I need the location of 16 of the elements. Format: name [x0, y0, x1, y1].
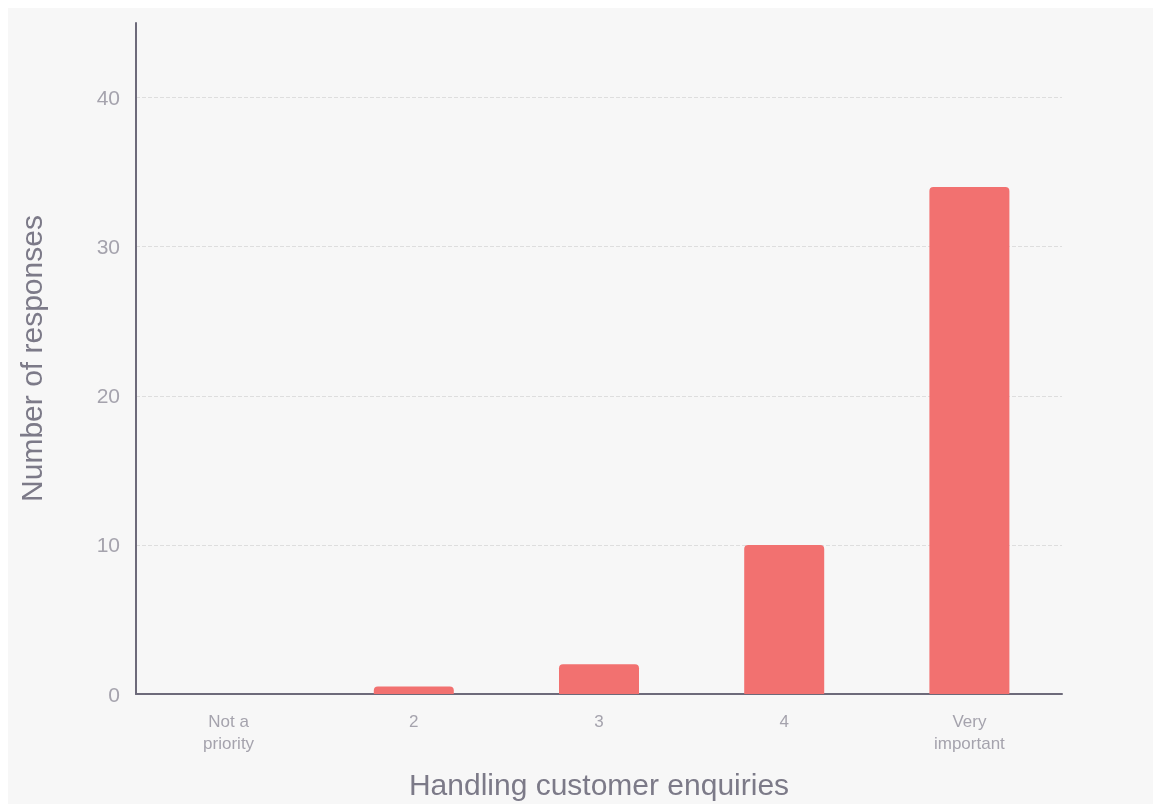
- bar: [744, 544, 825, 694]
- y-tick-label: 0: [108, 682, 120, 706]
- x-tick-label: 2: [409, 711, 419, 731]
- x-tick-label: 3: [594, 711, 604, 731]
- x-axis-title: Handling customer enquiries: [408, 767, 790, 801]
- y-tick-label: 40: [96, 86, 120, 110]
- x-tick-label: Very important: [933, 711, 1006, 753]
- y-tick-label: 10: [96, 533, 120, 557]
- y-tick-label: 30: [96, 235, 120, 259]
- bar: [929, 187, 1010, 694]
- y-axis-title: Number of responses: [14, 215, 48, 502]
- bar: [373, 686, 454, 694]
- x-tick-label: 4: [779, 711, 789, 731]
- y-tick-label: 20: [96, 384, 120, 408]
- x-tick-label: Not a priority: [203, 711, 255, 753]
- bar: [559, 664, 639, 694]
